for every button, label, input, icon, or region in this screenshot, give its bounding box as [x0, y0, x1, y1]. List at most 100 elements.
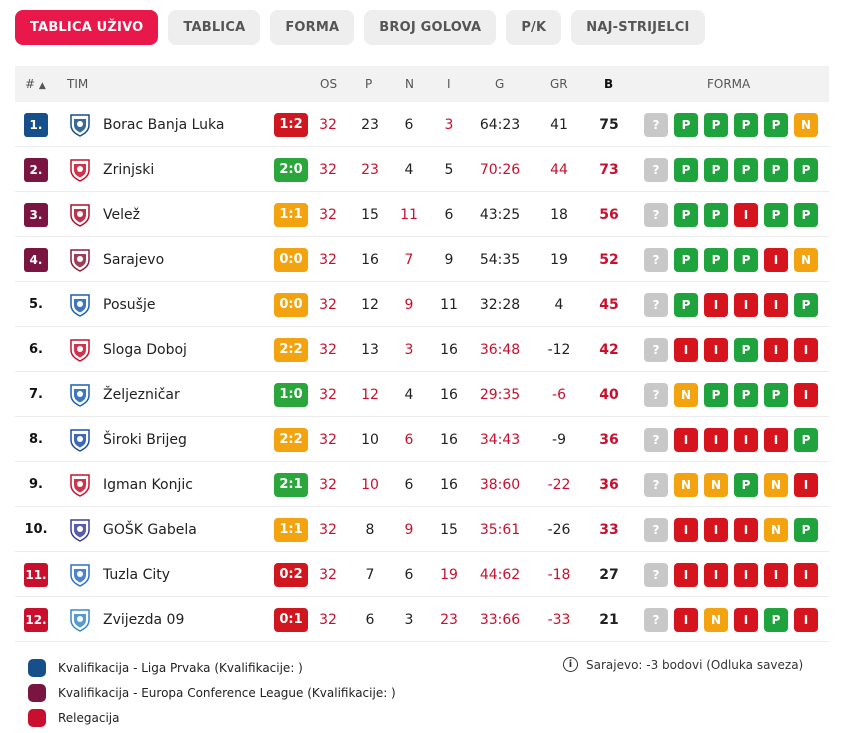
form-badge[interactable]: ? — [644, 202, 668, 227]
table-row[interactable]: 3. Velež 1:1 32 15 11 6 43:25 18 56 ? P P I… — [15, 192, 829, 237]
form-badge[interactable]: P — [734, 337, 758, 362]
live-score-badge[interactable]: 1:2 — [274, 112, 308, 137]
form-badge[interactable]: ? — [644, 247, 668, 272]
tab-form[interactable]: FORMA — [270, 10, 355, 45]
form-badge[interactable]: P — [734, 157, 758, 182]
live-score-badge[interactable]: 1:1 — [274, 202, 308, 227]
team-name[interactable]: Široki Brijeg — [103, 431, 187, 448]
form-badge[interactable]: I — [734, 202, 758, 227]
header-diff[interactable]: GR — [550, 77, 568, 91]
form-badge[interactable]: I — [704, 292, 728, 317]
form-badge[interactable]: ? — [644, 562, 668, 587]
form-badge[interactable]: I — [734, 292, 758, 317]
form-badge[interactable]: ? — [644, 607, 668, 632]
form-badge[interactable]: I — [794, 382, 818, 407]
table-row[interactable]: 6. Sloga Doboj 2:2 32 13 3 16 36:48 -12 … — [15, 327, 829, 372]
live-score-badge[interactable]: 2:2 — [274, 337, 308, 362]
form-badge[interactable]: P — [794, 427, 818, 452]
table-row[interactable]: 7. Željezničar 1:0 32 12 4 16 29:35 -6 4… — [15, 372, 829, 417]
form-badge[interactable]: N — [764, 472, 788, 497]
form-badge[interactable]: I — [674, 562, 698, 587]
form-badge[interactable]: P — [794, 292, 818, 317]
header-team[interactable]: TIM — [67, 77, 89, 91]
team-name[interactable]: Tuzla City — [103, 566, 171, 583]
form-badge[interactable]: P — [794, 202, 818, 227]
form-badge[interactable]: N — [704, 607, 728, 632]
team-name[interactable]: Igman Konjic — [103, 476, 193, 493]
form-badge[interactable]: P — [734, 472, 758, 497]
team-name[interactable]: Sarajevo — [103, 251, 165, 268]
table-row[interactable]: 11. Tuzla City 0:2 32 7 6 19 44:62 -18 2… — [15, 552, 829, 597]
form-badge[interactable]: I — [704, 337, 728, 362]
form-badge[interactable]: P — [704, 112, 728, 137]
table-row[interactable]: 10. GOŠK Gabela 1:1 32 8 9 15 35:61 -26 … — [15, 507, 829, 552]
form-badge[interactable]: I — [674, 517, 698, 542]
form-badge[interactable]: I — [764, 427, 788, 452]
form-badge[interactable]: N — [674, 472, 698, 497]
form-badge[interactable]: P — [674, 157, 698, 182]
form-badge[interactable]: I — [764, 562, 788, 587]
form-badge[interactable]: I — [764, 337, 788, 362]
form-badge[interactable]: I — [734, 517, 758, 542]
form-badge[interactable]: I — [734, 427, 758, 452]
form-badge[interactable]: P — [704, 247, 728, 272]
form-badge[interactable]: P — [704, 157, 728, 182]
form-badge[interactable]: I — [704, 517, 728, 542]
live-score-badge[interactable]: 0:1 — [274, 607, 308, 632]
form-badge[interactable]: P — [704, 382, 728, 407]
team-name[interactable]: Borac Banja Luka — [103, 116, 225, 133]
form-badge[interactable]: ? — [644, 337, 668, 362]
table-row[interactable]: 1. Borac Banja Luka 1:2 32 23 6 3 64:23 … — [15, 102, 829, 147]
form-badge[interactable]: P — [674, 292, 698, 317]
table-row[interactable]: 2. Zrinjski 2:0 32 23 4 5 70:26 44 73 ? P… — [15, 147, 829, 192]
live-score-badge[interactable]: 2:0 — [274, 157, 308, 182]
form-badge[interactable]: I — [674, 607, 698, 632]
form-badge[interactable]: I — [734, 562, 758, 587]
form-badge[interactable]: I — [734, 607, 758, 632]
sort-arrow-icon[interactable]: ▲ — [38, 81, 46, 91]
team-name[interactable]: Sloga Doboj — [103, 341, 187, 358]
form-badge[interactable]: P — [764, 202, 788, 227]
tab-table[interactable]: TABLICA — [168, 10, 261, 45]
form-badge[interactable]: P — [764, 157, 788, 182]
form-badge[interactable]: ? — [644, 472, 668, 497]
form-badge[interactable]: P — [764, 382, 788, 407]
header-points[interactable]: B — [604, 77, 614, 91]
form-badge[interactable]: P — [674, 112, 698, 137]
form-badge[interactable]: P — [764, 112, 788, 137]
form-badge[interactable]: P — [794, 157, 818, 182]
form-badge[interactable]: P — [794, 517, 818, 542]
team-name[interactable]: Posušje — [103, 296, 156, 313]
form-badge[interactable]: ? — [644, 427, 668, 452]
table-row[interactable]: 9. Igman Konjic 2:1 32 10 6 16 38:60 -22… — [15, 462, 829, 507]
live-score-badge[interactable]: 0:0 — [274, 292, 308, 317]
form-badge[interactable]: I — [704, 427, 728, 452]
form-badge[interactable]: ? — [644, 157, 668, 182]
form-badge[interactable]: ? — [644, 517, 668, 542]
form-badge[interactable]: P — [674, 202, 698, 227]
form-badge[interactable]: N — [794, 112, 818, 137]
form-badge[interactable]: N — [704, 472, 728, 497]
form-badge[interactable]: I — [794, 472, 818, 497]
live-score-badge[interactable]: 1:1 — [274, 517, 308, 542]
form-badge[interactable]: ? — [644, 382, 668, 407]
form-badge[interactable]: N — [674, 382, 698, 407]
live-score-badge[interactable]: 1:0 — [274, 382, 308, 407]
form-badge[interactable]: ? — [644, 292, 668, 317]
form-badge[interactable]: N — [764, 517, 788, 542]
form-badge[interactable]: P — [764, 607, 788, 632]
form-badge[interactable]: P — [734, 112, 758, 137]
live-score-badge[interactable]: 2:2 — [274, 427, 308, 452]
team-name[interactable]: Zvijezda 09 — [103, 611, 185, 628]
live-score-badge[interactable]: 0:2 — [274, 562, 308, 587]
tab-home-away[interactable]: P/K — [506, 10, 562, 45]
table-row[interactable]: 5. Posušje 0:0 32 12 9 11 32:28 4 45 ? P I… — [15, 282, 829, 327]
table-row[interactable]: 12. Zvijezda 09 0:1 32 6 3 23 33:66 -33 … — [15, 597, 829, 642]
tab-goals[interactable]: BROJ GOLOVA — [364, 10, 497, 45]
form-badge[interactable]: P — [674, 247, 698, 272]
form-badge[interactable]: I — [764, 292, 788, 317]
header-played[interactable]: OS — [320, 77, 338, 91]
form-badge[interactable]: N — [794, 247, 818, 272]
form-badge[interactable]: I — [794, 337, 818, 362]
live-score-badge[interactable]: 0:0 — [274, 247, 308, 272]
